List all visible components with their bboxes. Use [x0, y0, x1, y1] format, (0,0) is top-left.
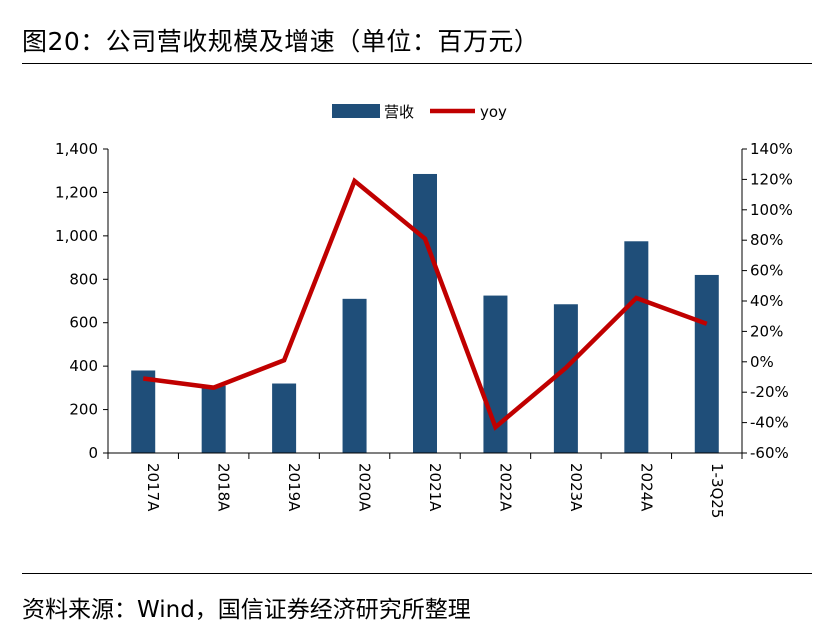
x-tick-label: 1-3Q25	[708, 463, 726, 518]
revenue-bar	[201, 385, 226, 453]
right-tick-label: -60%	[750, 444, 789, 462]
title-divider	[22, 63, 812, 64]
figure-title: 图20：公司营收规模及增速（单位：百万元）	[22, 27, 540, 56]
revenue-bar	[553, 304, 578, 453]
legend: 营收 yoy	[332, 103, 507, 121]
left-tick-label: 0	[88, 444, 98, 462]
x-tick-label: 2017A	[144, 463, 162, 512]
yoy-line-series	[142, 177, 708, 431]
revenue-bar	[694, 274, 719, 453]
x-tick-label: 2019A	[285, 463, 303, 512]
x-tick-label: 2020A	[356, 463, 374, 512]
revenue-bar	[131, 370, 156, 453]
revenue-bar	[342, 298, 367, 453]
yoy-line	[142, 177, 708, 431]
x-tick-label: 2018A	[215, 463, 233, 512]
left-tick-label: 1,000	[55, 227, 98, 245]
x-tick-label: 2023A	[567, 463, 585, 512]
legend-label-yoy: yoy	[480, 103, 507, 121]
right-tick-label: 40%	[750, 292, 783, 310]
source-divider	[22, 573, 812, 574]
x-tick-label: 2021A	[426, 463, 444, 512]
revenue-bar	[272, 383, 297, 453]
left-tick-label: 600	[69, 314, 98, 332]
legend-label-revenue: 营收	[384, 103, 414, 121]
legend-swatch-revenue	[332, 104, 380, 118]
revenue-bar	[413, 173, 437, 453]
right-tick-label: 20%	[750, 322, 783, 340]
revenue-bar	[624, 241, 649, 453]
left-tick-label: 800	[69, 270, 98, 288]
revenue-bars	[131, 173, 719, 453]
right-tick-label: 60%	[750, 262, 783, 280]
x-tick-label: 2024A	[637, 463, 655, 512]
right-tick-label: 120%	[750, 170, 793, 188]
x-tick-label: 2022A	[496, 463, 514, 512]
axes: 0 200 400 600 800 1,000 1,200 1,400 -60% -40% -20%…	[55, 140, 793, 518]
left-tick-label: 1,200	[55, 183, 98, 201]
right-tick-label: -40%	[750, 414, 789, 432]
left-tick-label: 1,400	[55, 140, 98, 158]
right-tick-label: 80%	[750, 231, 783, 249]
right-tick-label: 0%	[750, 353, 774, 371]
right-tick-label: 140%	[750, 140, 793, 158]
source-note: 资料来源：Wind，国信证券经济研究所整理	[22, 597, 471, 623]
right-tick-label: -20%	[750, 383, 789, 401]
left-tick-label: 200	[69, 401, 98, 419]
left-tick-label: 400	[69, 357, 98, 375]
right-tick-label: 100%	[750, 201, 793, 219]
